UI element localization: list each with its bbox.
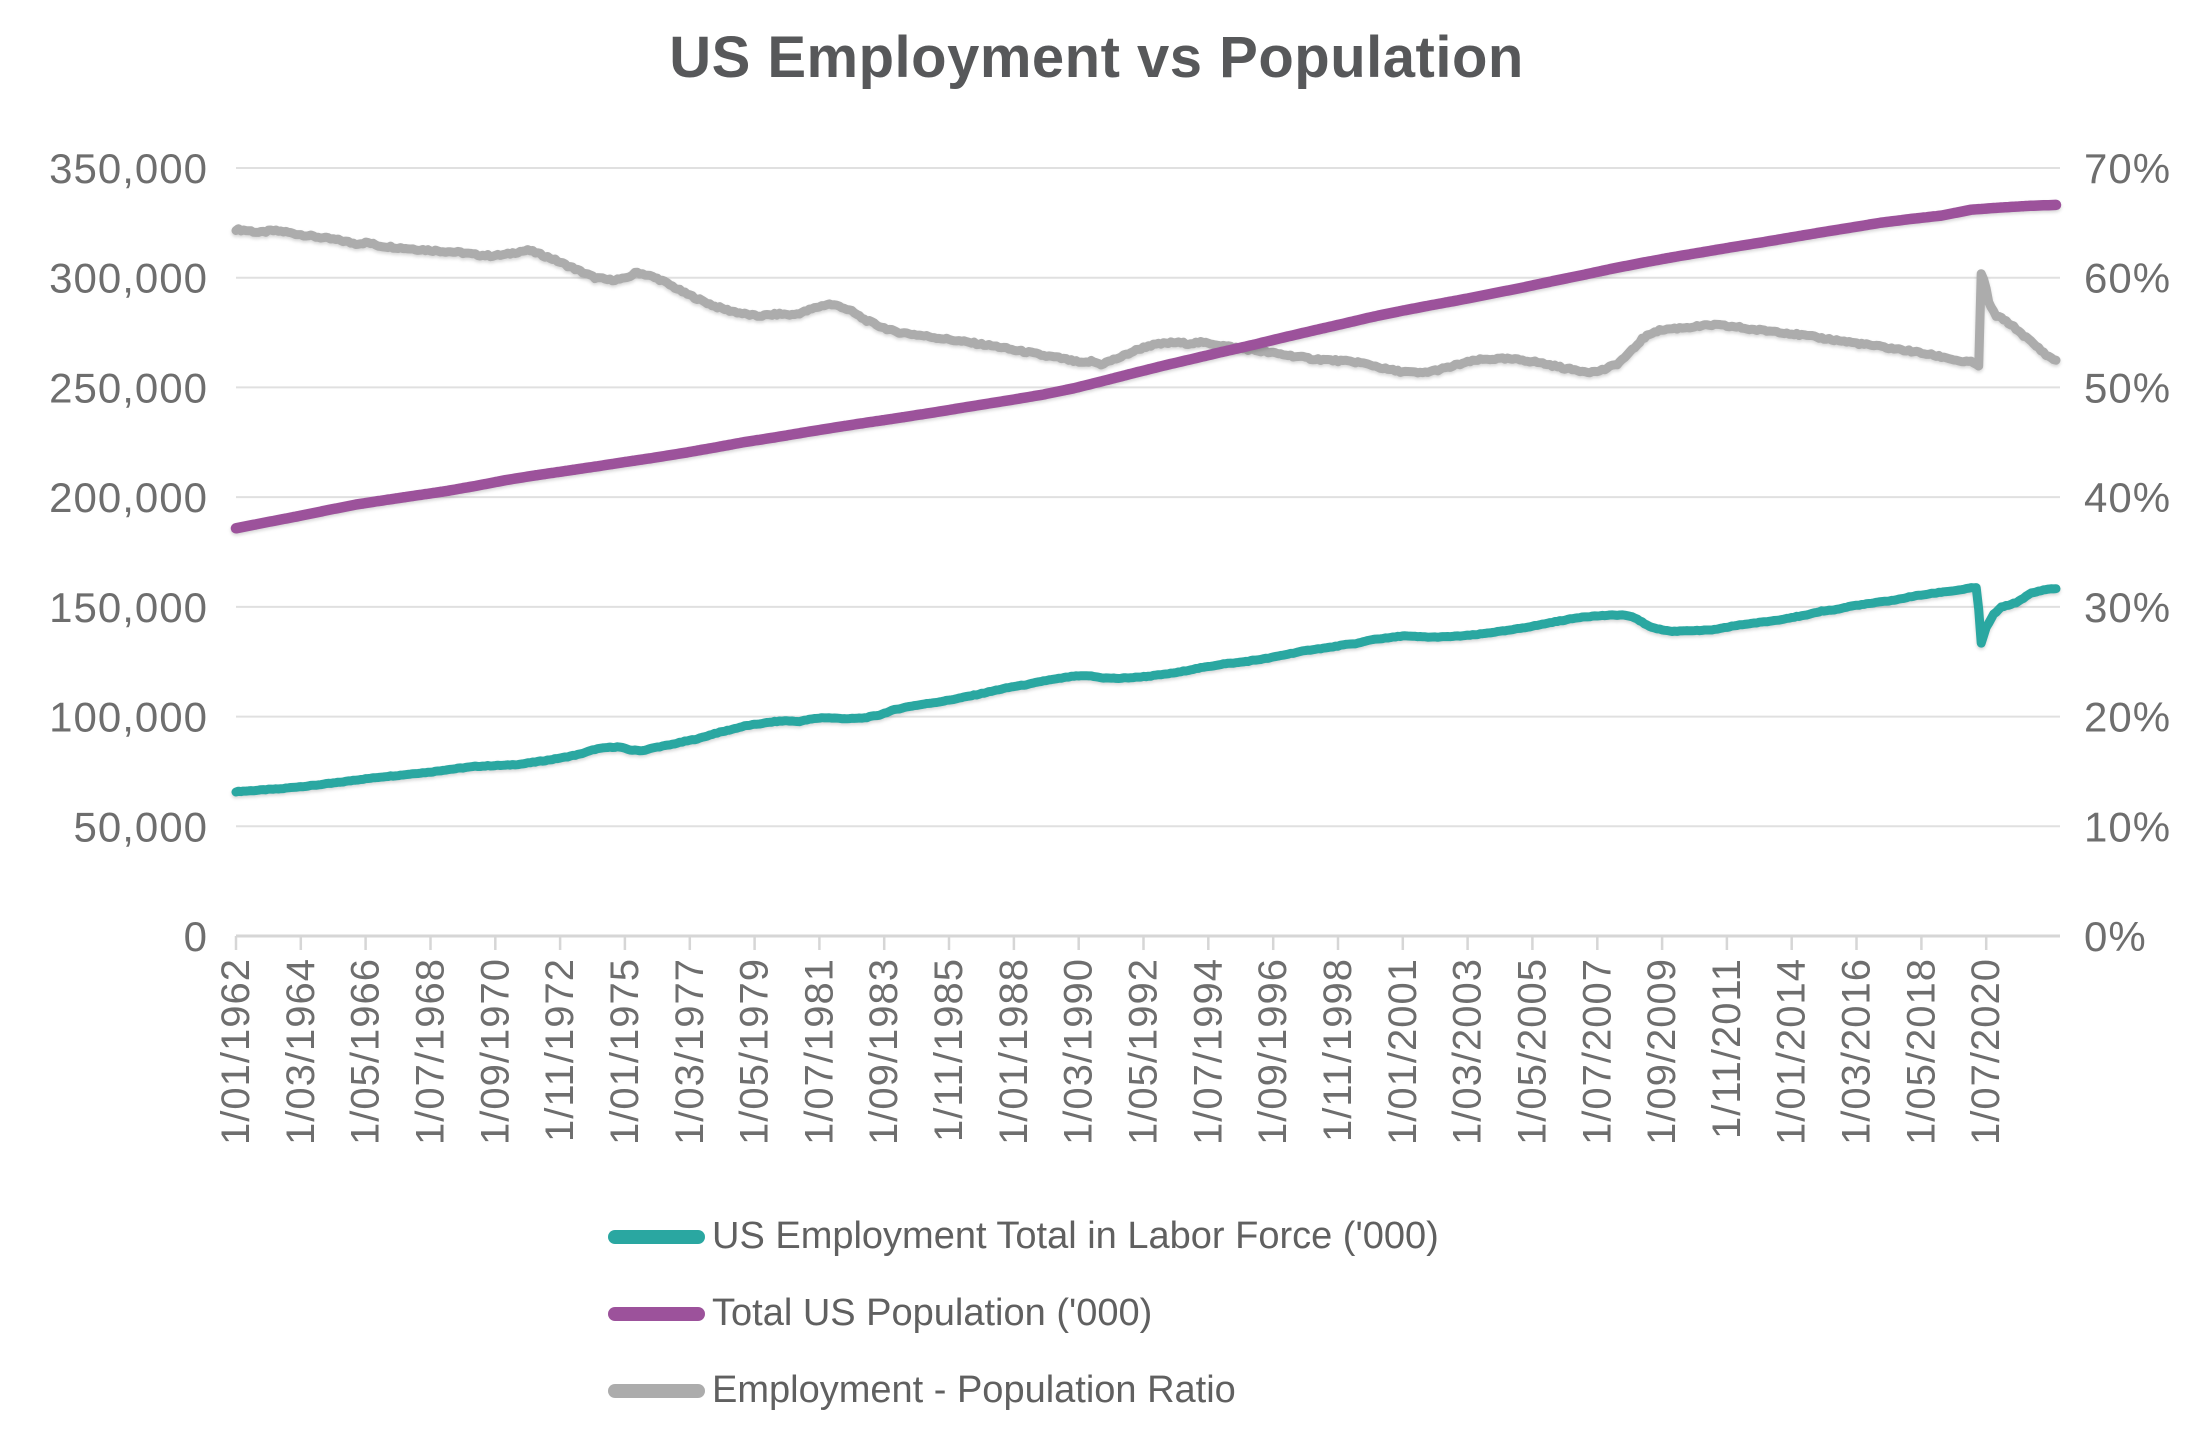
x-tick-label: 1/03/1977 <box>668 958 712 1145</box>
x-tick-label: 1/11/2011 <box>1705 958 1749 1139</box>
legend-swatch-employment-icon <box>608 1229 705 1244</box>
y-tick-label-right: 40% <box>2084 474 2171 521</box>
y-tick-label-left: 350,000 <box>49 145 208 192</box>
y-tick-label-left: 150,000 <box>49 584 208 631</box>
x-tick-label: 1/05/2005 <box>1510 958 1554 1145</box>
x-tick-label: 1/11/1998 <box>1316 958 1360 1142</box>
y-tick-label-left: 300,000 <box>49 255 208 302</box>
y-tick-label-right: 10% <box>2084 803 2171 850</box>
x-tick-label: 1/09/2009 <box>1640 958 1684 1145</box>
x-tick-label: 1/05/1966 <box>344 958 388 1145</box>
x-tick-label: 1/07/1968 <box>409 958 453 1145</box>
x-tick-label: 1/09/1996 <box>1251 958 1295 1145</box>
legend-label-employment: US Employment Total in Labor Force ('000… <box>712 1215 1439 1257</box>
chart-title: US Employment vs Population <box>669 25 1524 90</box>
y-tick-label-right: 20% <box>2084 694 2171 741</box>
x-tick-label: 1/01/1988 <box>992 958 1036 1145</box>
x-tick-label: 1/03/2016 <box>1835 958 1879 1145</box>
x-tick-label: 1/07/2007 <box>1575 958 1619 1145</box>
y-tick-label-right: 30% <box>2084 584 2171 631</box>
y-tick-label-right: 50% <box>2084 364 2171 411</box>
x-tick-label: 1/09/1983 <box>862 958 906 1145</box>
x-tick-label: 1/11/1985 <box>927 958 971 1142</box>
x-tick-label: 1/01/2014 <box>1770 958 1814 1145</box>
x-tick-label: 1/05/2018 <box>1899 958 1943 1145</box>
y-tick-label-left: 0 <box>184 913 208 960</box>
x-tick-label: 1/03/2003 <box>1446 958 1490 1145</box>
y-tick-label-right: 70% <box>2084 145 2171 192</box>
series-line-employment <box>231 583 2061 797</box>
x-tick-label: 1/03/1964 <box>279 958 323 1145</box>
y-tick-label-left: 100,000 <box>49 694 208 741</box>
legend: US Employment Total in Labor Force ('000… <box>608 1198 1439 1429</box>
x-tick-label: 1/09/1970 <box>473 958 517 1145</box>
y-tick-label-right: 0% <box>2084 913 2147 960</box>
y-tick-label-left: 250,000 <box>49 364 208 411</box>
x-tick-label: 1/01/1975 <box>603 958 647 1145</box>
x-tick-label: 1/07/1994 <box>1186 958 1230 1145</box>
x-tick-label: 1/07/1981 <box>797 958 841 1145</box>
legend-label-population: Total US Population ('000) <box>712 1292 1153 1334</box>
series-line-ratio <box>231 224 2061 378</box>
legend-item-employment: US Employment Total in Labor Force ('000… <box>608 1198 1439 1275</box>
legend-swatch-ratio-icon <box>608 1383 705 1398</box>
x-tick-label: 1/11/1972 <box>538 958 582 1142</box>
x-tick-label: 1/03/1990 <box>1057 958 1101 1145</box>
x-tick-label: 1/07/2020 <box>1964 958 2008 1145</box>
legend-item-population: Total US Population ('000) <box>608 1275 1439 1352</box>
series-line-population <box>230 199 2062 534</box>
x-tick-label: 1/05/1979 <box>733 958 777 1145</box>
legend-swatch-population-icon <box>608 1306 705 1321</box>
y-tick-label-left: 50,000 <box>74 803 208 850</box>
x-tick-label: 1/01/1962 <box>214 958 258 1145</box>
y-tick-label-left: 200,000 <box>49 474 208 521</box>
x-tick-label: 1/05/1992 <box>1122 958 1166 1145</box>
x-tick-label: 1/01/2001 <box>1381 958 1425 1145</box>
legend-item-ratio: Employment - Population Ratio <box>608 1352 1439 1429</box>
y-tick-label-right: 60% <box>2084 255 2171 302</box>
legend-label-ratio: Employment - Population Ratio <box>712 1369 1236 1411</box>
